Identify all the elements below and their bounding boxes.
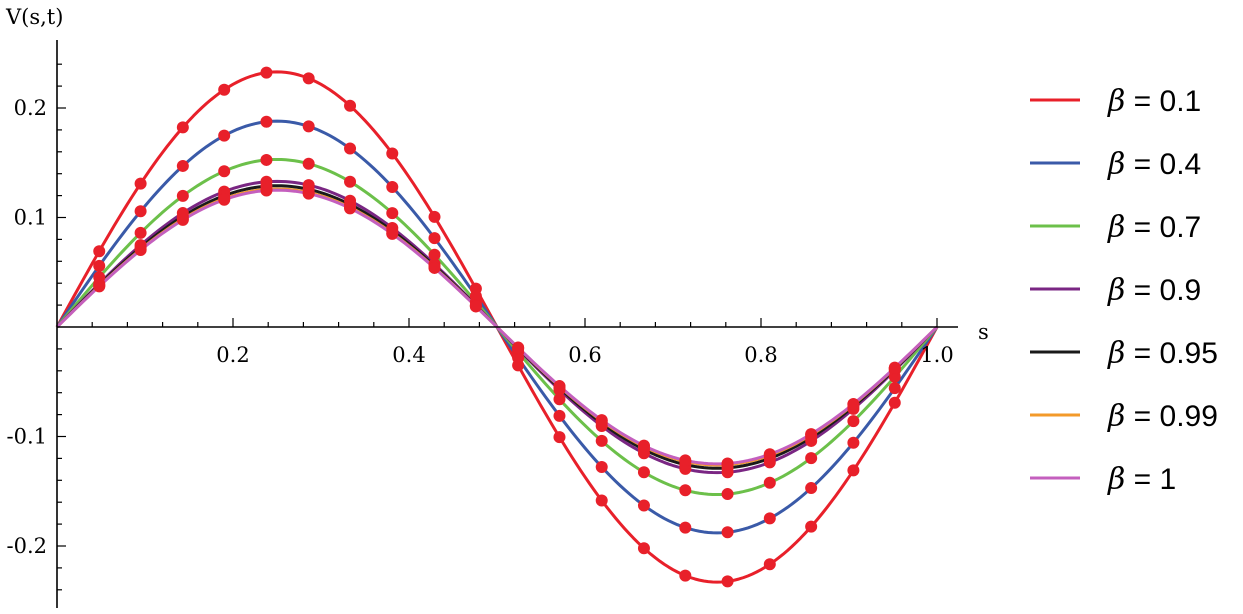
data-point-1-17 — [805, 482, 818, 495]
data-point-0-0 — [93, 245, 106, 258]
data-point-2-5 — [302, 157, 315, 170]
data-point-2-4 — [260, 153, 273, 166]
data-point-2-6 — [344, 175, 357, 188]
data-point-6-15 — [721, 457, 734, 470]
data-point-2-12 — [595, 434, 608, 447]
x-tick-label-1: 0.4 — [392, 343, 425, 367]
data-point-0-19 — [888, 396, 901, 409]
legend-label-5: β = 0.99 — [1107, 399, 1218, 434]
data-point-0-18 — [847, 464, 860, 477]
data-point-6-2 — [176, 213, 189, 226]
data-point-1-7 — [386, 181, 399, 194]
data-point-6-9 — [469, 300, 482, 313]
legend-label-0: β = 0.1 — [1107, 84, 1201, 119]
data-point-0-3 — [218, 83, 231, 96]
data-point-2-8 — [428, 248, 441, 261]
data-point-2-18 — [847, 415, 860, 428]
data-point-2-17 — [805, 452, 818, 465]
data-point-1-8 — [428, 232, 441, 245]
data-point-0-5 — [302, 72, 315, 85]
data-point-6-7 — [386, 227, 399, 240]
data-point-6-11 — [553, 380, 566, 393]
data-point-1-11 — [553, 409, 566, 422]
data-point-0-16 — [763, 558, 776, 571]
data-markers — [93, 66, 901, 588]
data-point-2-11 — [553, 393, 566, 406]
data-point-1-19 — [888, 382, 901, 395]
data-point-2-7 — [386, 207, 399, 220]
x-axis-label: s — [978, 320, 989, 344]
data-point-6-5 — [302, 187, 315, 200]
data-point-1-2 — [176, 159, 189, 172]
data-point-0-15 — [721, 575, 734, 588]
data-point-1-15 — [721, 526, 734, 539]
data-point-0-1 — [134, 177, 147, 190]
data-point-6-16 — [763, 448, 776, 461]
data-point-0-12 — [595, 494, 608, 507]
legend-label-3: β = 0.9 — [1107, 273, 1201, 308]
data-point-6-10 — [512, 341, 525, 354]
data-point-0-7 — [386, 147, 399, 160]
data-point-1-6 — [344, 142, 357, 155]
data-point-6-0 — [93, 280, 106, 293]
x-tick-label-4: 1.0 — [920, 343, 953, 367]
data-point-6-12 — [595, 414, 608, 427]
y-axis-label: V(s,t) — [5, 5, 63, 29]
legend-label-2: β = 0.7 — [1107, 210, 1201, 245]
data-point-0-4 — [260, 66, 273, 79]
data-point-6-1 — [134, 244, 147, 257]
legend-label-1: β = 0.4 — [1107, 147, 1201, 182]
data-point-6-18 — [847, 397, 860, 410]
data-point-1-1 — [134, 205, 147, 218]
data-point-1-16 — [763, 512, 776, 525]
data-point-2-1 — [134, 226, 147, 239]
data-point-2-14 — [679, 484, 692, 497]
data-point-2-16 — [763, 476, 776, 489]
x-tick-label-2: 0.6 — [568, 343, 601, 367]
legend-label-6: β = 1 — [1107, 462, 1176, 497]
data-point-1-12 — [595, 460, 608, 473]
y-tick-label-2: -0.1 — [7, 425, 48, 449]
data-point-6-14 — [679, 454, 692, 467]
data-point-2-2 — [176, 189, 189, 202]
data-point-0-17 — [805, 520, 818, 533]
data-point-1-18 — [847, 436, 860, 449]
data-point-2-15 — [721, 488, 734, 501]
y-tick-label-3: -0.2 — [7, 534, 48, 558]
data-point-2-3 — [218, 165, 231, 178]
data-point-0-6 — [344, 99, 357, 112]
legend: β = 0.1 β = 0.4 β = 0.7 β = 0.9 β = 0.95 β = … — [1030, 84, 1218, 497]
axes: 0.2 0.4 0.6 0.8 1.0 0.2 0.1 -0.1 -0.2 — [7, 40, 958, 608]
data-point-6-6 — [344, 202, 357, 215]
data-point-6-19 — [888, 361, 901, 374]
y-tick-label-0: 0.2 — [14, 96, 47, 120]
data-point-1-14 — [679, 521, 692, 534]
data-point-1-4 — [260, 115, 273, 128]
data-point-6-17 — [805, 428, 818, 441]
data-point-1-0 — [93, 259, 106, 272]
x-tick-label-3: 0.8 — [744, 343, 777, 367]
data-point-6-3 — [218, 193, 231, 206]
data-point-1-13 — [637, 499, 650, 512]
data-point-6-4 — [260, 184, 273, 197]
x-tick-label-0: 0.2 — [216, 343, 249, 367]
data-point-0-11 — [553, 431, 566, 444]
data-point-1-5 — [302, 120, 315, 133]
data-point-0-14 — [679, 569, 692, 582]
data-point-6-8 — [428, 261, 441, 274]
data-point-0-2 — [176, 121, 189, 134]
data-point-0-8 — [428, 210, 441, 223]
legend-label-4: β = 0.95 — [1107, 336, 1218, 371]
y-tick-label-1: 0.1 — [14, 206, 47, 230]
data-point-6-13 — [637, 439, 650, 452]
data-point-1-3 — [218, 129, 231, 142]
data-point-0-13 — [637, 542, 650, 555]
data-point-2-13 — [637, 466, 650, 479]
